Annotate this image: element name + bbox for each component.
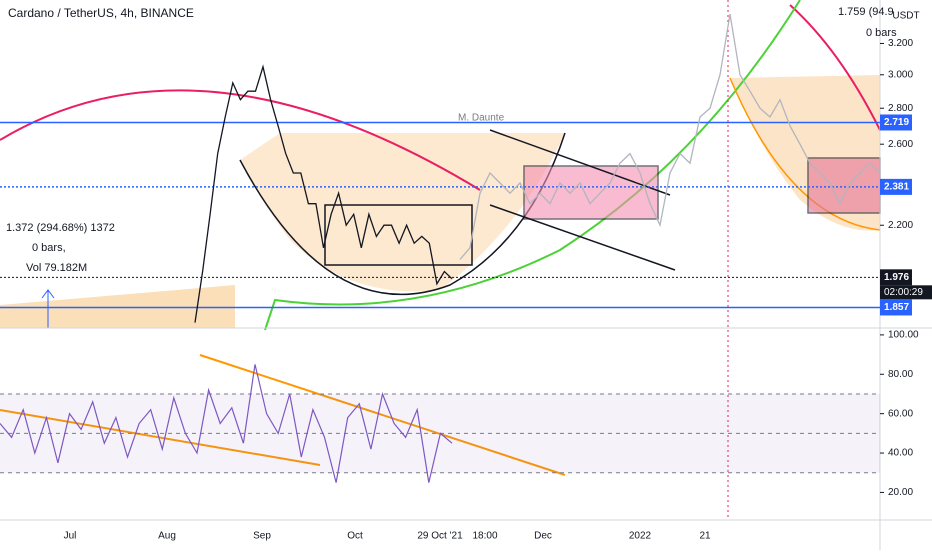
x-tick-label: Jul: [64, 531, 77, 542]
measure-box: [0, 215, 100, 283]
price-label-bg: [880, 299, 912, 316]
rsi-line: [0, 364, 453, 483]
x-tick-label: Dec: [534, 531, 552, 542]
fill-zone: [240, 133, 565, 292]
y-tick-label: 3.000: [888, 69, 913, 80]
x-tick-label: 21: [699, 531, 711, 542]
x-tick-label: Aug: [158, 531, 176, 542]
trend-line: [489, 129, 671, 196]
rsi-trend: [0, 409, 321, 466]
arc: [789, 4, 881, 131]
rsi-trend: [199, 354, 566, 476]
fill-zone: [0, 285, 235, 328]
box: [807, 157, 881, 214]
y-tick-label: 2.200: [888, 220, 913, 231]
measure-text: 0 bars: [866, 27, 897, 39]
price-line-series: [459, 13, 881, 260]
chart-title: Cardano / TetherUS, 4h, BINANCE: [8, 6, 194, 20]
measure-text: 1.372 (294.68%) 1372: [6, 222, 115, 234]
measure-text: Vol 79.182M: [26, 262, 87, 274]
box: [523, 165, 659, 220]
price-label: 1.976: [884, 272, 909, 283]
y-tick-label: 20.00: [888, 487, 913, 498]
measure-text: 1.759 (94.9: [838, 6, 894, 18]
y-tick-label: 60.00: [888, 408, 913, 419]
price-label: 1.857: [884, 302, 909, 313]
x-tick-label: Sep: [253, 531, 271, 542]
x-tick-label: 29 Oct '21: [417, 531, 463, 542]
arc: [0, 89, 481, 191]
price-label: 2.381: [884, 182, 909, 193]
y-tick-label: 3.200: [888, 38, 913, 49]
currency: USDT: [892, 11, 919, 22]
measure-text: 0 bars,: [32, 242, 66, 254]
price-line-series: [194, 64, 453, 323]
x-tick-label: Oct: [347, 531, 363, 542]
y-tick-label: 40.00: [888, 448, 913, 459]
y-tick-label: 80.00: [888, 369, 913, 380]
arrow: [41, 289, 55, 299]
trend-line: [489, 204, 676, 271]
arc: [264, 0, 801, 331]
x-tick-label: 18:00: [472, 531, 497, 542]
countdown: 02:00:29: [884, 287, 923, 298]
y-tick-label: 2.600: [888, 139, 913, 150]
y-tick-label: 2.800: [888, 103, 913, 114]
annotation: M. Daunte: [458, 113, 505, 124]
price-label: 2.719: [884, 117, 909, 128]
price-label-bg: [880, 114, 912, 131]
price-label-bg: [880, 178, 912, 195]
y-tick-label: 100.00: [888, 330, 919, 341]
countdown-bg: [880, 285, 932, 300]
price-label-bg: [880, 269, 912, 286]
x-tick-label: 2022: [629, 531, 652, 542]
